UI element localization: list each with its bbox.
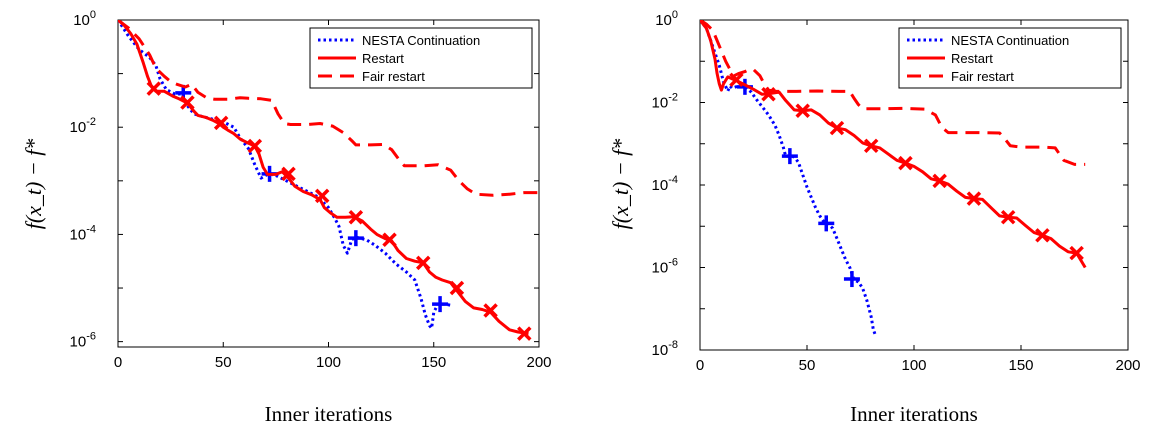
series-line-fair-restart bbox=[700, 20, 1086, 166]
y-tick-exponent: -2 bbox=[86, 116, 96, 128]
y-tick-label: 10-4 bbox=[70, 223, 96, 243]
y-tick-base: 10 bbox=[70, 119, 87, 136]
plus-marker bbox=[843, 271, 860, 288]
y-tick-exponent: -6 bbox=[668, 257, 678, 269]
y-tick-base: 10 bbox=[70, 226, 87, 243]
cross-marker bbox=[213, 115, 229, 131]
y-tick-exponent: -2 bbox=[668, 92, 678, 104]
x-tick-label: 100 bbox=[316, 354, 341, 371]
cross-marker bbox=[449, 280, 465, 296]
y-tick-base: 10 bbox=[73, 12, 90, 29]
y-axis-label: f(x_t) − f* bbox=[21, 139, 46, 230]
cross-marker bbox=[483, 303, 498, 318]
legend-label: NESTA Continuation bbox=[951, 33, 1069, 48]
cross-marker bbox=[729, 72, 744, 88]
y-tick-label: 10-8 bbox=[652, 339, 678, 359]
plot-area bbox=[700, 20, 1087, 337]
cross-marker bbox=[829, 120, 845, 136]
series-line-nesta-continuation bbox=[700, 20, 877, 337]
legend-label: NESTA Continuation bbox=[362, 33, 480, 48]
x-axis-label: Inner iterations bbox=[265, 402, 393, 426]
x-tick-label: 200 bbox=[526, 354, 551, 371]
x-axis-label: Inner iterations bbox=[850, 402, 978, 426]
cross-marker bbox=[966, 191, 982, 206]
cross-marker bbox=[898, 155, 913, 171]
series-line-restart bbox=[700, 20, 1087, 269]
y-tick-exponent: 0 bbox=[90, 9, 96, 21]
plus-marker bbox=[347, 230, 364, 247]
plot-area bbox=[118, 20, 539, 341]
x-tick-label: 0 bbox=[696, 357, 704, 374]
cross-marker bbox=[415, 255, 431, 271]
cross-marker bbox=[1000, 209, 1016, 225]
cross-marker bbox=[247, 138, 263, 154]
x-tick-label: 200 bbox=[1115, 357, 1140, 374]
x-tick-label: 50 bbox=[215, 354, 232, 371]
cross-marker bbox=[146, 81, 162, 96]
series-line-fair-restart bbox=[118, 20, 539, 197]
plus-marker bbox=[818, 215, 835, 232]
x-tick-label: 150 bbox=[421, 354, 446, 371]
y-tick-label: 10-4 bbox=[652, 174, 678, 194]
y-tick-label: 100 bbox=[655, 9, 678, 29]
cross-marker bbox=[795, 103, 810, 118]
y-tick-label: 10-2 bbox=[70, 116, 96, 136]
cross-marker bbox=[314, 188, 330, 204]
y-tick-label: 100 bbox=[73, 9, 96, 29]
y-tick-base: 10 bbox=[655, 12, 672, 29]
y-tick-exponent: 0 bbox=[672, 9, 678, 21]
legend-label: Restart bbox=[362, 51, 404, 66]
y-tick-exponent: -8 bbox=[668, 339, 678, 351]
y-tick-base: 10 bbox=[652, 95, 669, 112]
cross-marker bbox=[348, 210, 364, 225]
cross-marker bbox=[382, 232, 397, 248]
y-tick-label: 10-6 bbox=[652, 257, 678, 277]
legend-label: Restart bbox=[951, 51, 993, 66]
x-tick-label: 100 bbox=[901, 357, 926, 374]
x-tick-label: 50 bbox=[799, 357, 816, 374]
y-tick-base: 10 bbox=[70, 334, 87, 351]
legend-label: Fair restart bbox=[362, 69, 425, 84]
series-line-restart bbox=[118, 20, 529, 336]
y-tick-exponent: -6 bbox=[86, 331, 96, 343]
legend: NESTA Continuation Restart Fair restart bbox=[898, 27, 1122, 89]
y-tick-label: 10-6 bbox=[70, 331, 96, 351]
plus-marker bbox=[781, 148, 798, 165]
cross-marker bbox=[1069, 245, 1084, 261]
x-tick-label: 150 bbox=[1008, 357, 1033, 374]
cross-marker bbox=[281, 166, 296, 182]
cross-marker bbox=[180, 95, 195, 110]
legend-label: Fair restart bbox=[951, 69, 1014, 84]
x-tick-label: 0 bbox=[114, 354, 122, 371]
cross-marker bbox=[932, 173, 947, 189]
y-tick-base: 10 bbox=[652, 260, 669, 277]
y-tick-label: 10-2 bbox=[652, 92, 678, 112]
y-tick-exponent: -4 bbox=[86, 223, 96, 235]
y-tick-base: 10 bbox=[652, 342, 669, 359]
y-tick-exponent: -4 bbox=[668, 174, 678, 186]
y-tick-base: 10 bbox=[652, 177, 669, 194]
cross-marker bbox=[863, 138, 879, 154]
cross-marker bbox=[1035, 228, 1050, 243]
legend: NESTA Continuation Restart Fair restart bbox=[309, 27, 533, 89]
cross-marker bbox=[517, 326, 532, 341]
plus-marker bbox=[432, 296, 449, 313]
y-axis-label: f(x_t) − f* bbox=[608, 139, 633, 230]
